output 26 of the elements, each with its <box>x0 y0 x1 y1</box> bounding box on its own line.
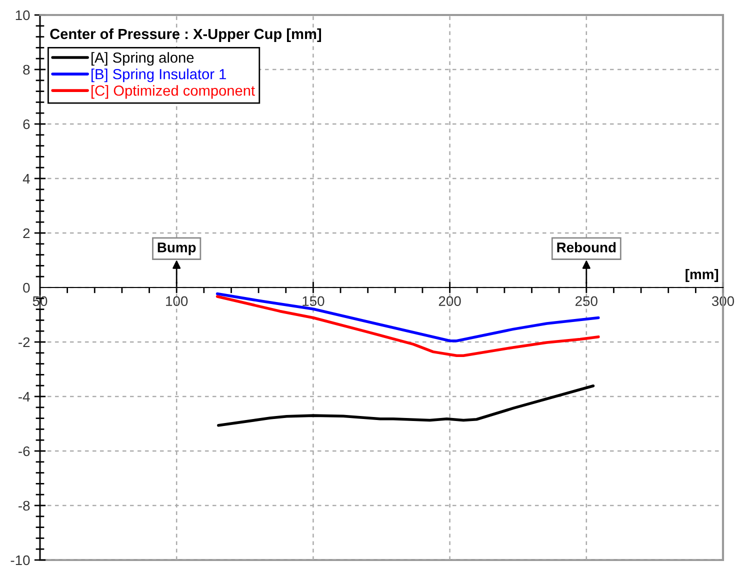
y-tick-label: -10 <box>10 555 30 566</box>
legend-label: [C] Optimized component <box>92 85 255 99</box>
x-tick-label: 300 <box>712 296 734 306</box>
annotation: Rebound <box>557 242 616 252</box>
line-series <box>217 384 595 427</box>
y-tick-label: -2 <box>18 337 30 348</box>
x-tick-label: 100 <box>166 296 188 306</box>
y-tick-label: 10 <box>16 10 30 20</box>
x-tick-label: 250 <box>576 296 598 306</box>
y-tick-label: -8 <box>18 500 30 511</box>
y-tick-label: -6 <box>18 446 30 456</box>
y-tick-label: 6 <box>23 119 30 130</box>
y-tick-label: 4 <box>22 174 30 184</box>
x-tick-label: 200 <box>438 296 461 306</box>
legend-label: [B] Spring Insulator 1 <box>92 68 226 82</box>
legend-label: [A] Spring alone <box>92 52 194 66</box>
y-tick-label: 8 <box>23 64 30 75</box>
text: Center of Pressure : X-Upper Cup [mm] <box>50 28 322 42</box>
line-series <box>216 292 600 342</box>
annotation: Bump <box>158 242 196 256</box>
y-tick-label: -4 <box>18 392 30 402</box>
x-tick-label: 150 <box>302 296 324 306</box>
y-tick-label: 2 <box>23 228 30 238</box>
line-series <box>216 295 600 358</box>
x-axis-title: [mm] <box>686 268 718 282</box>
y-tick-label: 0 <box>23 282 30 293</box>
